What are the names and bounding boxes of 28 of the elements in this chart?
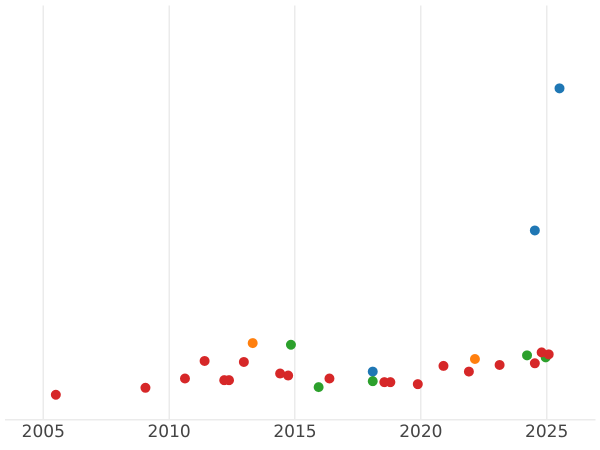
point <box>554 83 565 94</box>
point <box>368 376 378 386</box>
x-tick-label: 2020 <box>399 422 442 442</box>
point <box>324 374 334 384</box>
point <box>275 368 286 379</box>
point <box>494 360 505 370</box>
point <box>238 356 249 367</box>
point <box>368 366 378 377</box>
point <box>544 349 554 360</box>
point <box>470 354 480 364</box>
x-tick-label: 2010 <box>147 422 191 442</box>
point <box>283 370 294 381</box>
point <box>530 358 540 368</box>
x-tick-label: 2015 <box>273 422 317 442</box>
point <box>412 379 423 390</box>
point <box>286 340 296 350</box>
point <box>140 382 150 393</box>
point <box>530 225 540 236</box>
point <box>248 338 258 348</box>
x-tick-label: 2025 <box>525 422 568 442</box>
point <box>180 374 190 384</box>
x-tick-label: 2005 <box>22 422 65 442</box>
point <box>314 382 324 392</box>
point <box>522 350 532 360</box>
point <box>438 360 448 371</box>
point <box>50 390 61 400</box>
point <box>464 366 474 377</box>
point <box>200 356 210 366</box>
